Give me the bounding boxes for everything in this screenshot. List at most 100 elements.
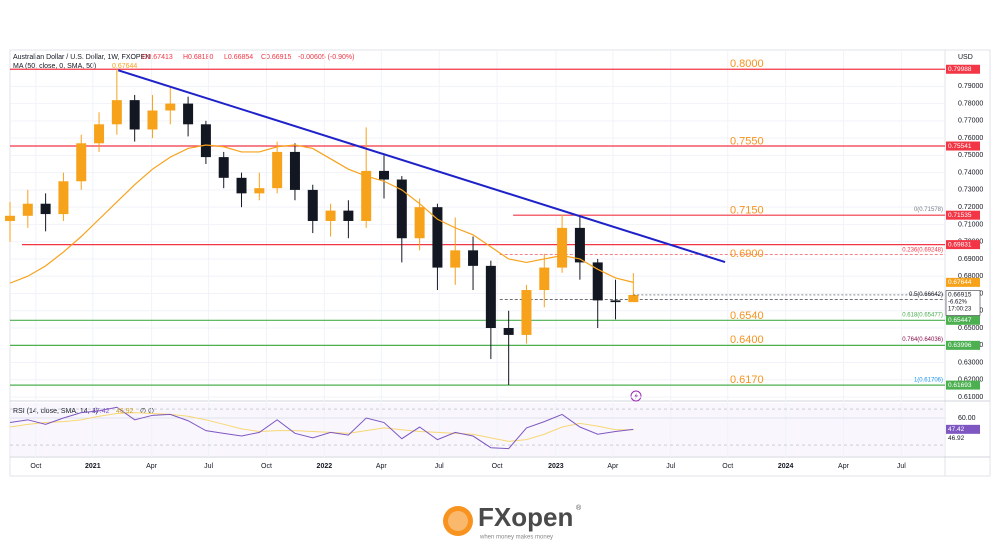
level-badge: 0.61693 <box>948 382 972 389</box>
y-tick-label: 0.71000 <box>958 221 983 228</box>
candle-body <box>450 250 461 268</box>
candle-body <box>40 203 51 215</box>
candle-body <box>5 215 15 221</box>
candle-body <box>218 157 229 178</box>
candle-body <box>485 265 496 329</box>
logo-tagline: when money makes money <box>479 535 553 541</box>
ohlc-change: -0.00605 (-0.90%) <box>298 54 354 61</box>
ma-legend: MA (50, close, 0, SMA, 50) <box>13 63 96 70</box>
y-tick-label: 0.74000 <box>958 169 983 176</box>
y-tick-label: 0.65000 <box>958 325 983 332</box>
candle-body <box>111 100 122 125</box>
candle-body <box>272 151 283 189</box>
fib-label: 0(0.71578) <box>914 207 943 213</box>
candle-body <box>200 124 211 158</box>
y-tick-label: 0.69000 <box>958 256 983 263</box>
candle-body <box>379 170 389 180</box>
candle-body <box>414 207 425 239</box>
candle-body <box>289 151 300 190</box>
x-tick-label: 2022 <box>317 463 333 470</box>
x-tick-label: Oct <box>30 463 41 470</box>
rsi-legend-signal: 46.92 <box>116 408 134 415</box>
level-annotation: 0.7150 <box>730 205 764 217</box>
ohlc-high: H0.68180 <box>183 54 213 61</box>
logo-emblem-inner <box>448 511 468 531</box>
level-badge-bg <box>946 240 980 250</box>
candle-body <box>592 262 603 301</box>
candle-body <box>539 267 550 291</box>
currency: USD <box>958 54 973 61</box>
candle-body <box>183 103 194 125</box>
y-tick-label: 0.68000 <box>958 273 983 280</box>
x-tick-label: Jul <box>435 463 444 470</box>
y-tick-label: 0.75000 <box>958 152 983 159</box>
level-badge-bg <box>946 141 980 151</box>
candle-body <box>557 227 568 268</box>
rsi-background <box>10 403 945 456</box>
x-tick-label: Apr <box>146 463 158 470</box>
y-tick-label: 0.61000 <box>958 394 983 401</box>
x-tick-label: 2024 <box>778 463 794 470</box>
candle-body <box>468 250 479 266</box>
y-tick-label: 0.62000 <box>958 377 983 384</box>
candle-body <box>94 124 105 144</box>
fib-label: 0.236(0.69248) <box>902 247 943 253</box>
candle-body <box>129 100 140 130</box>
close-badge-bg <box>945 290 981 316</box>
y-tick-label: 0.79000 <box>958 83 983 90</box>
level-annotation: 0.6400 <box>730 334 764 346</box>
symbol-title: Australian Dollar / U.S. Dollar, 1W, FXO… <box>13 54 150 61</box>
candle-body <box>574 227 585 263</box>
ma-line <box>9 144 634 284</box>
level-badge: 0.63996 <box>948 342 972 349</box>
alert-icon-ring[interactable] <box>630 390 642 402</box>
y-tick-label: 0.77000 <box>958 118 983 125</box>
trendline <box>117 69 726 264</box>
level-annotation: 0.8000 <box>730 58 764 70</box>
x-tick-label: Oct <box>722 463 733 470</box>
candle-body <box>22 203 33 216</box>
rsi-extra: ∅ ∅ <box>140 408 154 415</box>
fib-label: 1(0.61706) <box>914 377 943 383</box>
level-badge-bg <box>946 380 980 390</box>
y-tick-label: 0.78000 <box>958 100 983 107</box>
level-annotation: 0.6900 <box>730 248 764 260</box>
x-tick-label: Jul <box>666 463 675 470</box>
level-annotation: 0.6170 <box>730 374 764 386</box>
candle-body <box>254 188 265 194</box>
logo-brand: FXopen <box>478 502 573 532</box>
ohlc-close: C0.66915 <box>261 54 291 61</box>
level-badge-bg <box>946 340 980 350</box>
candle-body <box>165 103 176 111</box>
ma-badge-bg <box>946 277 980 287</box>
candle-body <box>432 207 443 268</box>
rsi-legend: RSI (14, close, SMA, 14, 2) <box>13 408 98 415</box>
rsi-legend-value: 47.42 <box>92 408 110 415</box>
logo-emblem <box>443 506 473 536</box>
candle-body <box>521 290 532 335</box>
level-annotation: 0.6540 <box>730 310 764 322</box>
candle-body <box>147 110 158 130</box>
alert-icon[interactable] <box>630 390 642 402</box>
y-tick-label: 0.72000 <box>958 204 983 211</box>
ma-legend-value: 0.67644 <box>112 63 137 70</box>
level-badge: 0.65447 <box>948 317 972 324</box>
candle-body <box>610 300 621 303</box>
x-tick-label: 2023 <box>548 463 564 470</box>
level-badge-bg <box>946 210 980 220</box>
logo-registered: ® <box>576 504 582 512</box>
x-tick-label: Apr <box>838 463 850 470</box>
close-countdown: 17:00:23 <box>948 307 972 313</box>
candle-body <box>236 177 247 194</box>
alert-icon-bolt[interactable] <box>634 392 639 400</box>
candle-body <box>343 210 354 221</box>
logo: FXopen ® when money makes money <box>443 502 582 541</box>
candle-body <box>628 294 639 303</box>
ohlc-open: O0.67413 <box>142 54 173 61</box>
rsi-badge: 47.42 <box>948 426 965 433</box>
rsi-tick-label: 60.00 <box>958 415 976 422</box>
candle-body <box>503 328 514 335</box>
ohlc-low: L0.66854 <box>224 54 253 61</box>
candle-body <box>325 210 336 221</box>
